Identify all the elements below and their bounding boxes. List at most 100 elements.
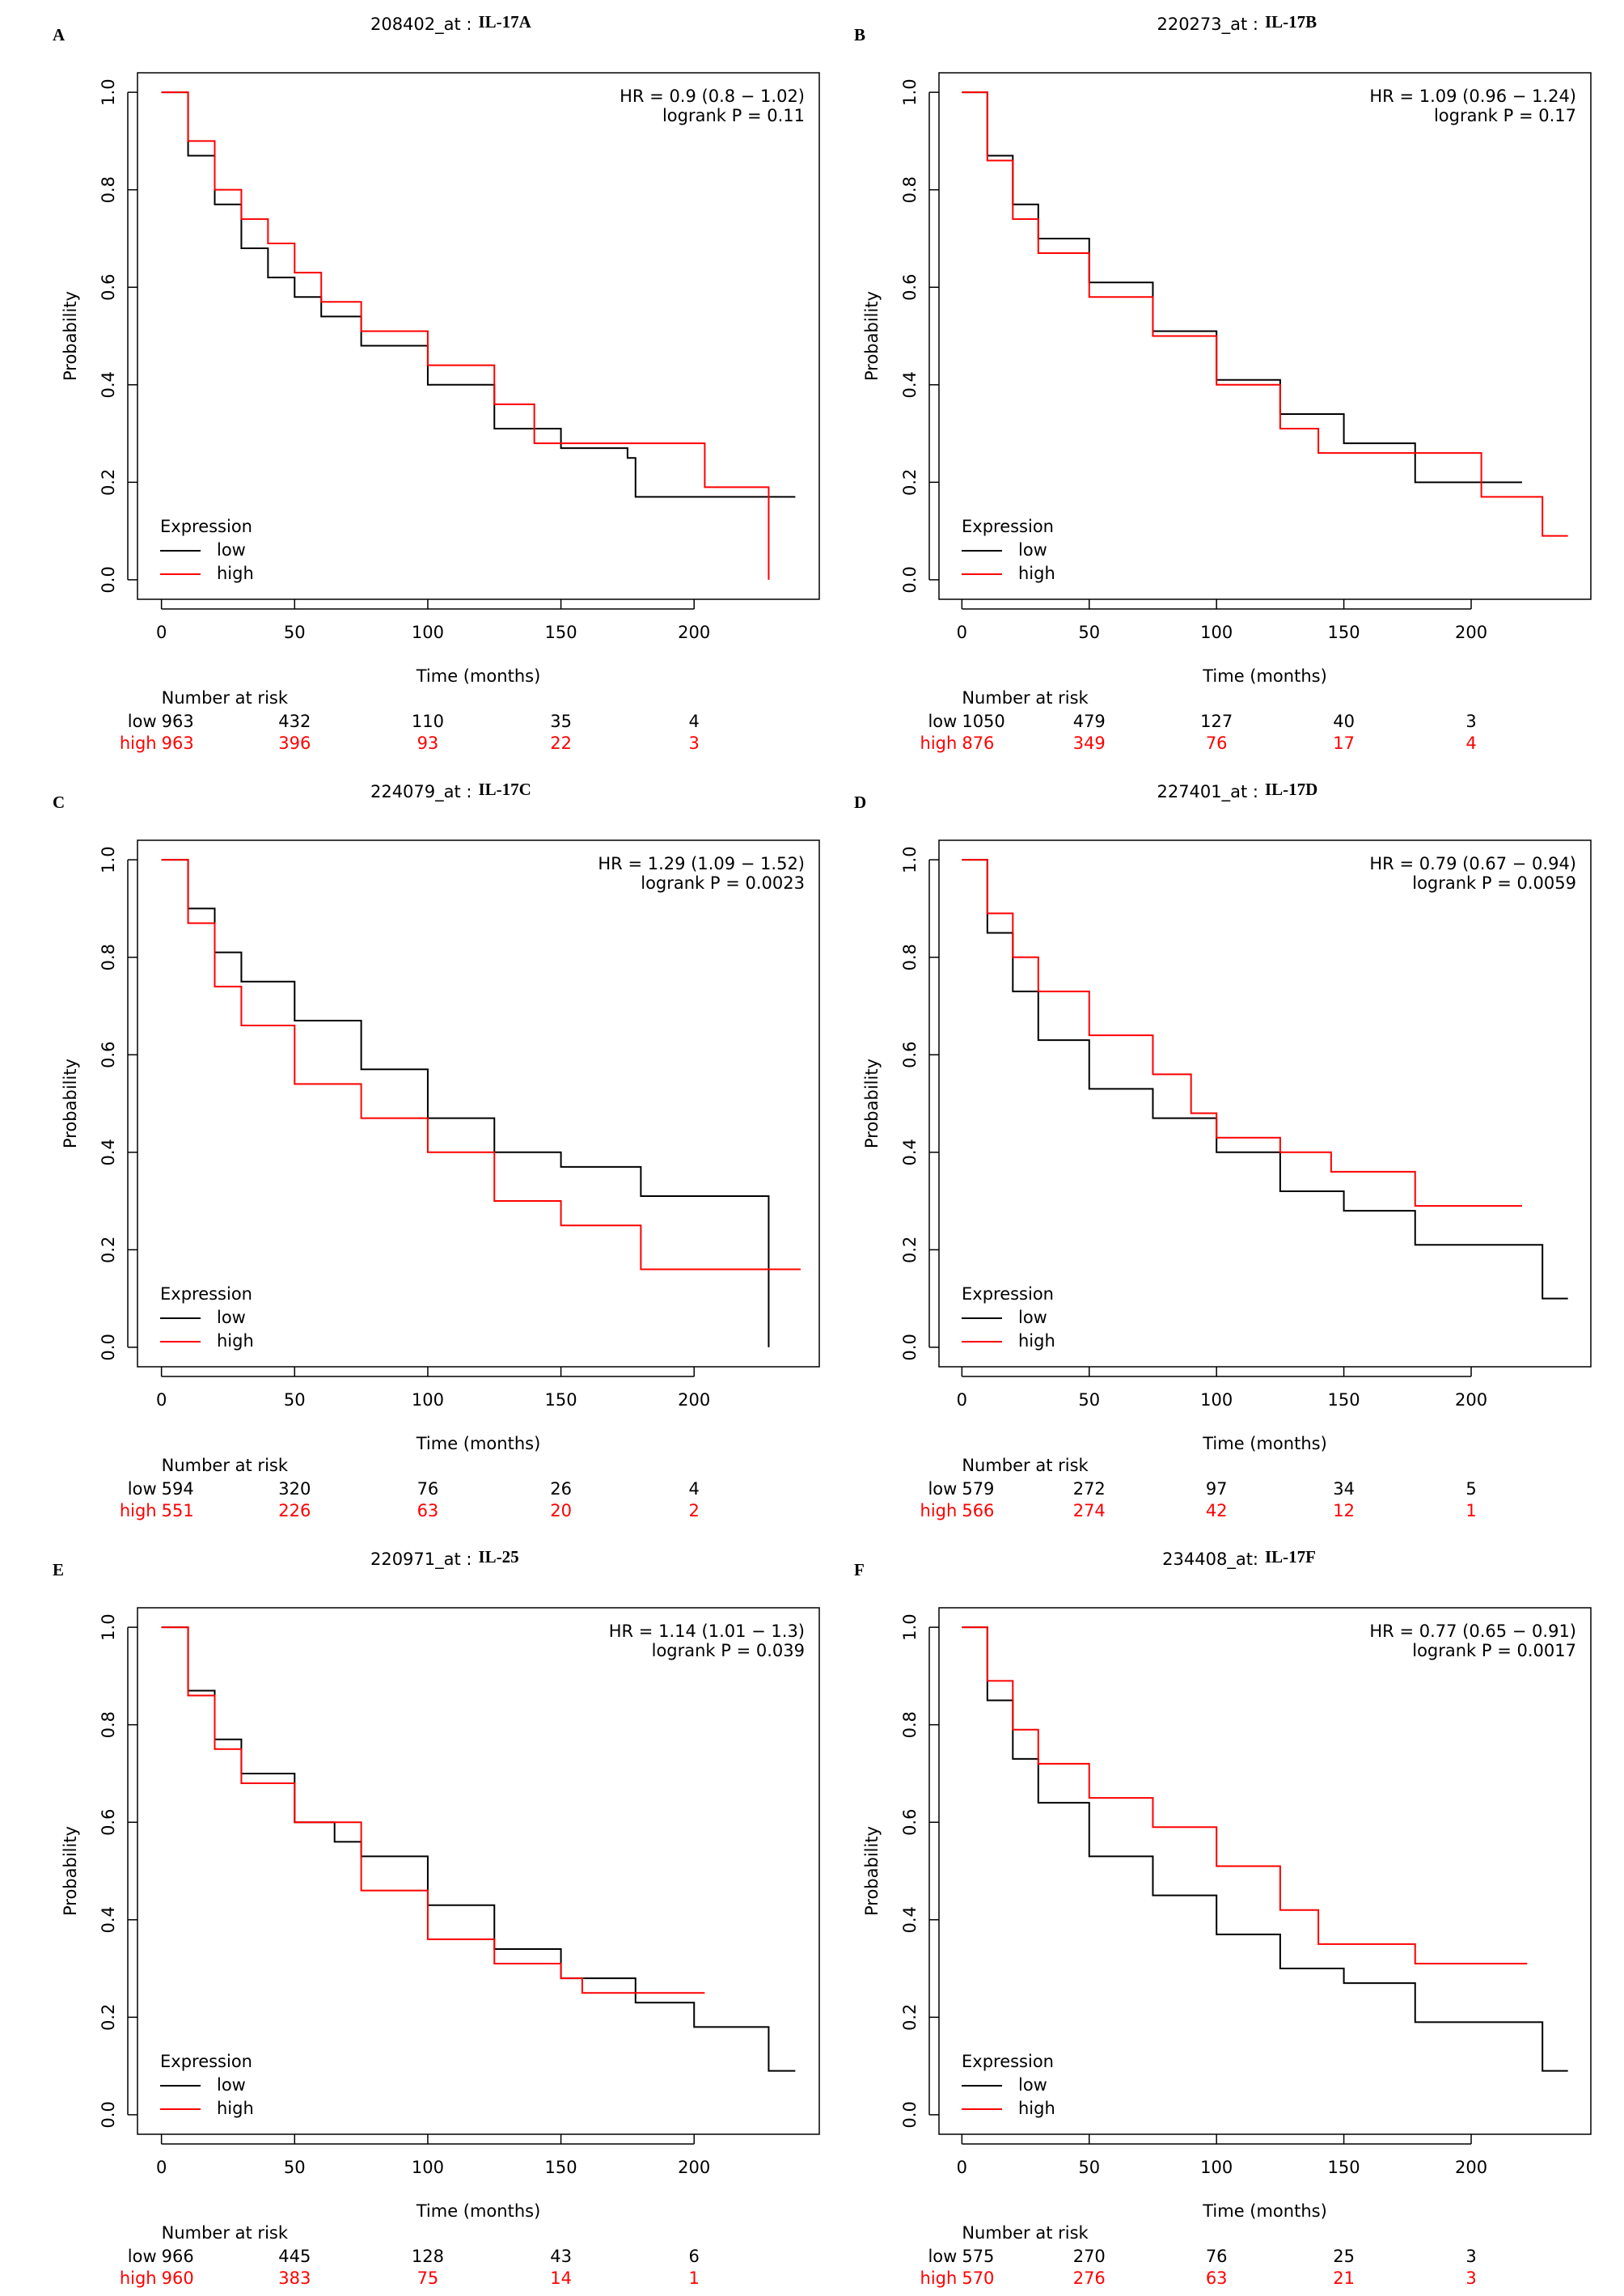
legend-label: low xyxy=(217,2075,246,2095)
x-axis-title: Time (months) xyxy=(416,666,541,686)
y-tick-label: 0.8 xyxy=(900,944,920,970)
legend-label: high xyxy=(217,1331,254,1351)
plot-box xyxy=(938,839,1592,1368)
x-tick-label: 50 xyxy=(1078,1390,1100,1410)
survival-curve xyxy=(161,91,770,580)
risk-count: 320 xyxy=(278,1479,311,1499)
panel-label: E xyxy=(53,1560,64,1579)
y-tick-label: 0.6 xyxy=(900,1042,920,1068)
legend-label: high xyxy=(217,564,254,583)
x-tick-label: 50 xyxy=(1078,623,1100,642)
legend-label: low xyxy=(1018,1308,1047,1327)
survival-curve xyxy=(962,91,1522,484)
risk-count: 93 xyxy=(417,734,439,753)
risk-count: 76 xyxy=(1206,2247,1228,2266)
risk-count: 566 xyxy=(962,1501,994,1520)
risk-count: 17 xyxy=(1333,734,1355,753)
panel-label: F xyxy=(854,1560,865,1579)
y-tick-label: 0.2 xyxy=(900,2004,920,2031)
risk-count: 1050 xyxy=(962,712,1004,731)
panel-label: D xyxy=(854,793,866,812)
x-tick-label: 50 xyxy=(284,2158,306,2177)
risk-row-label: low xyxy=(928,1479,957,1499)
survival-curve xyxy=(962,91,1568,537)
x-tick-label: 0 xyxy=(957,2158,967,2177)
risk-count: 479 xyxy=(1073,712,1106,731)
risk-count: 34 xyxy=(1333,1479,1355,1499)
x-tick-label: 100 xyxy=(1200,623,1233,642)
gene-title: IL-17C xyxy=(479,780,531,799)
legend-title: Expression xyxy=(160,2052,252,2071)
risk-count: 579 xyxy=(962,1479,994,1499)
x-tick-label: 150 xyxy=(545,623,577,642)
y-tick-label: 0.6 xyxy=(99,274,118,301)
plot-box xyxy=(137,839,820,1368)
x-axis-title: Time (months) xyxy=(1202,2201,1327,2221)
x-tick-label: 200 xyxy=(1455,1390,1487,1410)
gene-title: IL-17B xyxy=(1265,12,1317,32)
y-tick-label: 1.0 xyxy=(900,846,920,873)
y-tick-label: 0.2 xyxy=(99,2004,118,2031)
probe-title: 227401_at : xyxy=(1157,782,1258,802)
risk-row-label: high xyxy=(920,1501,958,1520)
risk-count: 63 xyxy=(1206,2269,1228,2288)
risk-count: 76 xyxy=(417,1479,439,1499)
y-tick-label: 1.0 xyxy=(99,846,118,873)
legend-title: Expression xyxy=(962,1284,1054,1304)
x-tick-label: 50 xyxy=(284,1390,306,1410)
annotation: HR = 1.29 (1.09 − 1.52) xyxy=(598,854,805,873)
panel-label: B xyxy=(854,25,865,44)
annotation: HR = 0.77 (0.65 − 0.91) xyxy=(1369,1622,1576,1641)
risk-count: 4 xyxy=(689,1479,700,1499)
risk-count: 21 xyxy=(1333,2269,1355,2288)
x-axis-title: Time (months) xyxy=(1202,1434,1327,1453)
legend-label: high xyxy=(1018,564,1055,583)
risk-count: 594 xyxy=(162,1479,194,1499)
survival-curve xyxy=(161,859,770,1347)
risk-count: 127 xyxy=(1200,712,1233,731)
risk-row-label: high xyxy=(920,734,958,753)
risk-row-label: low xyxy=(928,2247,957,2266)
x-tick-label: 150 xyxy=(545,1390,577,1410)
risk-title: Number at risk xyxy=(162,1456,289,1475)
risk-count: 272 xyxy=(1073,1479,1106,1499)
risk-count: 876 xyxy=(962,734,994,753)
y-tick-label: 1.0 xyxy=(900,78,920,105)
y-tick-label: 0.0 xyxy=(900,1334,920,1360)
risk-title: Number at risk xyxy=(962,1456,1089,1475)
gene-title: IL-25 xyxy=(479,1547,519,1567)
y-tick-label: 0.0 xyxy=(900,566,920,593)
risk-count: 76 xyxy=(1206,734,1228,753)
legend-label: high xyxy=(1018,2099,1055,2118)
risk-count: 1 xyxy=(1465,1501,1476,1520)
risk-count: 20 xyxy=(550,1501,572,1520)
x-tick-label: 100 xyxy=(412,1390,444,1410)
annotation: logrank P = 0.0017 xyxy=(1412,1641,1576,1660)
risk-count: 75 xyxy=(417,2269,439,2288)
y-tick-label: 0.0 xyxy=(99,566,118,593)
x-tick-label: 50 xyxy=(284,623,306,642)
risk-count: 963 xyxy=(162,734,194,753)
risk-count: 383 xyxy=(278,2269,311,2288)
y-tick-label: 0.4 xyxy=(900,1906,920,1933)
probe-title: 220971_at : xyxy=(370,1550,472,1570)
y-axis-title: Probability xyxy=(61,1059,80,1148)
legend-label: low xyxy=(1018,2075,1047,2095)
plot-box xyxy=(938,72,1592,600)
x-tick-label: 50 xyxy=(1078,2158,1100,2177)
risk-count: 570 xyxy=(962,2269,994,2288)
risk-count: 128 xyxy=(412,2247,444,2266)
risk-count: 575 xyxy=(962,2247,994,2266)
risk-row-label: low xyxy=(128,712,157,731)
risk-count: 3 xyxy=(1465,2247,1476,2266)
y-tick-label: 0.6 xyxy=(900,274,920,301)
survival-curve xyxy=(962,859,1568,1300)
risk-count: 3 xyxy=(1465,712,1476,731)
legend-label: low xyxy=(217,1308,246,1327)
x-tick-label: 150 xyxy=(1328,623,1360,642)
legend-title: Expression xyxy=(962,2052,1054,2071)
x-tick-label: 100 xyxy=(412,2158,444,2177)
risk-count: 4 xyxy=(1465,734,1476,753)
risk-count: 25 xyxy=(1333,2247,1355,2266)
